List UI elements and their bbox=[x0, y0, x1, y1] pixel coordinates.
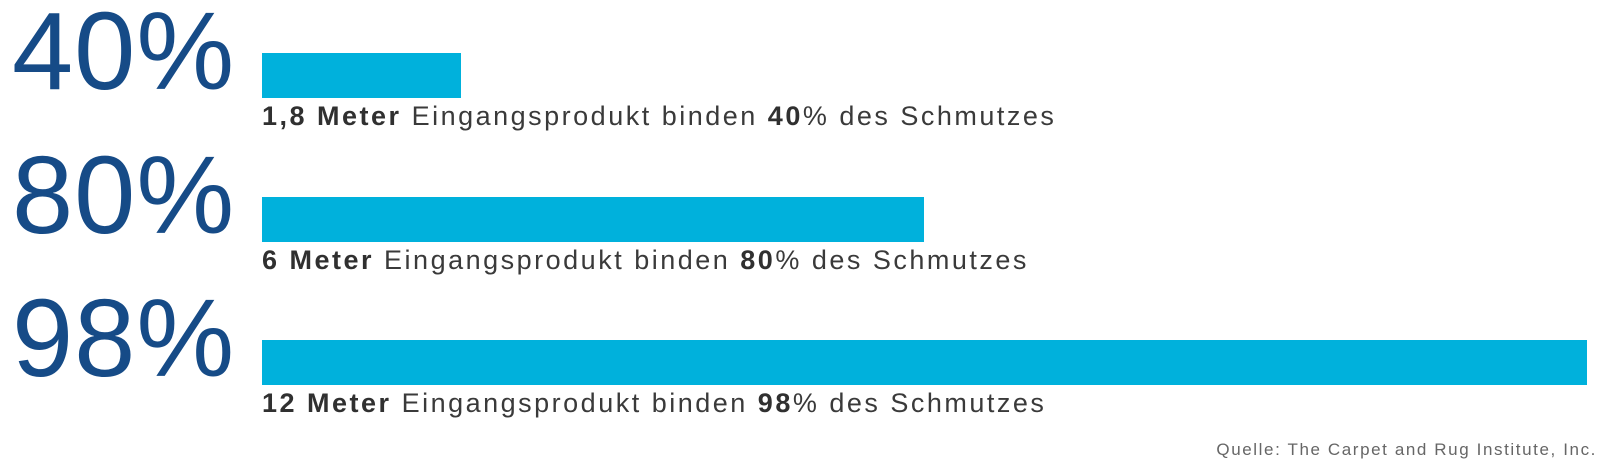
percent-value: 80% bbox=[12, 134, 236, 257]
bar-label-tail: % des Schmutzes bbox=[792, 388, 1047, 418]
bar-label-tail: % des Schmutzes bbox=[775, 245, 1029, 275]
chart-row-98: 98% 12 Meter Eingangsprodukt binden 98% … bbox=[0, 281, 1611, 427]
dirt-bar bbox=[262, 197, 924, 242]
dirt-bar bbox=[262, 340, 1587, 385]
bar-label-tail: % des Schmutzes bbox=[802, 101, 1057, 131]
chart-row-80: 80% 6 Meter Eingangsprodukt binden 80% d… bbox=[0, 138, 1611, 284]
bar-label-meters: 1,8 Meter bbox=[262, 101, 402, 131]
bar-label-mid: Eingangsprodukt binden bbox=[401, 101, 768, 131]
bar-label-percent: 98 bbox=[757, 388, 793, 418]
bar-label-percent: 80 bbox=[740, 245, 776, 275]
bar-label-percent: 40 bbox=[767, 101, 803, 131]
bar-label-meters: 6 Meter bbox=[262, 245, 375, 275]
bar-label: 6 Meter Eingangsprodukt binden 80% des S… bbox=[262, 245, 1029, 275]
bar-label: 1,8 Meter Eingangsprodukt binden 40% des… bbox=[262, 101, 1056, 131]
dirt-bar bbox=[262, 53, 461, 98]
chart-row-40: 40% 1,8 Meter Eingangsprodukt binden 40%… bbox=[0, 0, 1611, 140]
bar-label: 12 Meter Eingangsprodukt binden 98% des … bbox=[262, 388, 1046, 418]
bar-label-mid: Eingangsprodukt binden bbox=[374, 245, 741, 275]
percent-value: 98% bbox=[12, 277, 236, 400]
source-credit: Quelle: The Carpet and Rug Institute, In… bbox=[1216, 440, 1597, 459]
bar-label-mid: Eingangsprodukt binden bbox=[391, 388, 758, 418]
bar-label-meters: 12 Meter bbox=[262, 388, 392, 418]
percent-value: 40% bbox=[12, 0, 236, 113]
